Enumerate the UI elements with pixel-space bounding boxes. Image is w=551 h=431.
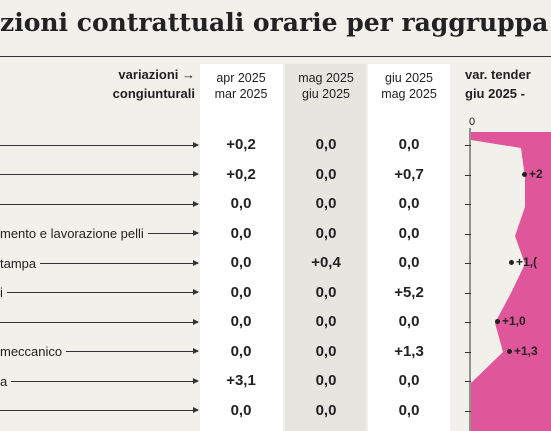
column-bg xyxy=(200,64,283,431)
tick xyxy=(465,292,471,294)
cell: +3,1 xyxy=(226,372,256,389)
arrow xyxy=(147,230,200,236)
cell: 0,0 xyxy=(230,254,252,271)
rule xyxy=(0,56,551,57)
cell: 0,0 xyxy=(230,283,252,301)
label-text: meccanico xyxy=(0,344,63,359)
title: zioni contrattuali orarie per raggruppa xyxy=(0,8,549,37)
arrow xyxy=(11,377,199,384)
row-label: i xyxy=(0,283,200,303)
row-header: congiunturali xyxy=(112,86,195,101)
cell: 0,0 xyxy=(230,224,252,242)
tick xyxy=(465,174,471,176)
column-header: apr 2025 xyxy=(216,71,266,85)
side-label: +1,0 xyxy=(502,314,526,328)
cell: 0,0 xyxy=(315,401,337,419)
cell: 0,0 xyxy=(315,283,337,301)
cell: +0,4 xyxy=(311,254,341,271)
arrow xyxy=(0,200,199,207)
side-label: +1,3 xyxy=(514,343,538,358)
tick xyxy=(465,322,471,323)
side-label: +1,( xyxy=(516,255,538,269)
cell: 0,0 xyxy=(315,372,337,389)
row-label xyxy=(0,401,199,421)
cell: 0,0 xyxy=(230,342,252,360)
side-label: +2 xyxy=(529,166,543,181)
row-header: variazioni → xyxy=(118,67,195,82)
label-text: a xyxy=(0,373,8,389)
tick xyxy=(465,233,471,235)
dot xyxy=(522,171,527,177)
column-header: mag 2025 xyxy=(298,71,354,85)
cell: 0,0 xyxy=(398,313,420,330)
cell: 0,0 xyxy=(230,401,252,419)
side-chart xyxy=(469,128,551,431)
side-header: var. tender xyxy=(465,67,531,82)
label-text: mento e lavorazione pelli xyxy=(0,226,144,241)
cell: 0,0 xyxy=(398,195,420,212)
arrow xyxy=(0,318,199,325)
cell: +5,2 xyxy=(394,283,424,301)
cell: +0,2 xyxy=(226,136,256,153)
dot xyxy=(495,319,500,324)
row-label xyxy=(0,194,199,214)
row-label xyxy=(0,312,199,332)
row-label: mento e lavorazione pelli xyxy=(0,224,200,244)
column-header: mag 2025 xyxy=(381,87,437,101)
cell: 0,0 xyxy=(398,224,420,242)
row-label xyxy=(0,135,199,155)
side-axis: 0 xyxy=(469,116,476,128)
tick xyxy=(465,351,471,353)
column-bg xyxy=(285,64,366,431)
cell: 0,0 xyxy=(398,372,420,389)
tick xyxy=(465,263,471,264)
side-header: giu 2025 - xyxy=(465,86,525,101)
label-text: tampa xyxy=(0,255,37,271)
dot xyxy=(507,348,512,354)
tick xyxy=(465,204,471,205)
column-header: mar 2025 xyxy=(214,87,268,101)
cell: 0,0 xyxy=(398,136,420,153)
arrow xyxy=(0,141,199,148)
cell: 0,0 xyxy=(315,165,337,183)
arrow xyxy=(6,289,200,295)
cell: 0,0 xyxy=(315,195,337,212)
row-label: tampa xyxy=(0,253,199,273)
cell: +1,3 xyxy=(394,342,424,360)
cell: 0,0 xyxy=(398,254,420,271)
cell: +0,7 xyxy=(394,165,424,183)
arrow xyxy=(0,407,199,413)
tick xyxy=(465,410,471,412)
tick xyxy=(465,145,471,146)
row-label: a xyxy=(0,371,199,391)
arrow xyxy=(40,259,199,266)
cell: 0,0 xyxy=(315,342,337,360)
tick xyxy=(465,381,471,382)
cell: 0,0 xyxy=(315,313,337,330)
cell: 0,0 xyxy=(230,195,252,212)
column-bg xyxy=(368,64,450,431)
cell: 0,0 xyxy=(230,313,252,330)
area xyxy=(471,132,551,431)
column-header: giu 2025 xyxy=(385,71,433,85)
cell: 0,0 xyxy=(315,136,337,153)
row-label: meccanico xyxy=(0,342,199,362)
label-text: i xyxy=(0,285,3,300)
column-header: giu 2025 xyxy=(302,87,350,101)
dot xyxy=(509,260,514,265)
cell: 0,0 xyxy=(398,401,420,419)
arrow xyxy=(66,348,199,354)
arrow xyxy=(0,171,199,177)
row-label xyxy=(0,165,199,185)
cell: +0,2 xyxy=(226,165,256,183)
cell: 0,0 xyxy=(315,224,337,242)
